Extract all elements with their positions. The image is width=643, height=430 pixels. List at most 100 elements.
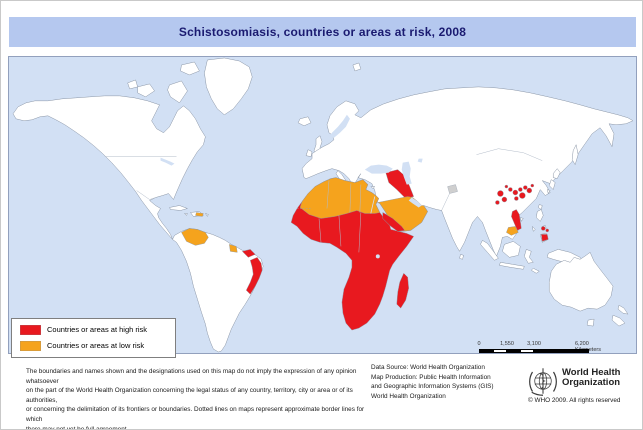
china-high-risk bbox=[519, 192, 526, 199]
world-map-svg bbox=[10, 57, 635, 353]
iceland bbox=[297, 116, 312, 127]
disputed-territory bbox=[447, 184, 458, 194]
legend-item-high-risk: Countries or areas at high risk bbox=[20, 324, 147, 335]
arctic-island bbox=[137, 83, 155, 98]
high-risk-swatch bbox=[20, 324, 41, 335]
china-high-risk bbox=[523, 185, 528, 190]
china-high-risk bbox=[514, 196, 519, 201]
suriname-low-risk bbox=[229, 244, 238, 253]
china-high-risk bbox=[526, 187, 532, 194]
black-sea bbox=[364, 164, 393, 174]
puerto-rico bbox=[204, 213, 209, 217]
china-high-risk bbox=[508, 187, 513, 192]
scale-tick-0: 0 bbox=[477, 341, 481, 347]
china-high-risk bbox=[504, 184, 509, 189]
africa-border bbox=[358, 212, 362, 253]
boundary-disclaimer: The boundaries and names shown and the d… bbox=[26, 368, 365, 430]
nile-river bbox=[370, 196, 376, 214]
baltic-sea bbox=[328, 114, 350, 138]
scale-tick-3100: 3,100 bbox=[527, 341, 541, 347]
mindanao-high-risk bbox=[541, 234, 549, 242]
greenland bbox=[204, 57, 253, 116]
sumatra bbox=[480, 240, 499, 261]
low-risk-regions bbox=[181, 177, 519, 253]
africa-border bbox=[338, 215, 342, 247]
japan bbox=[552, 168, 561, 179]
brazil-north-high-risk bbox=[241, 249, 256, 258]
great-lakes bbox=[160, 157, 175, 166]
china-high-risk bbox=[530, 183, 534, 188]
jamaica bbox=[183, 213, 188, 216]
mongolia-border bbox=[476, 148, 543, 161]
legend-label-high-risk: Countries or areas at high risk bbox=[47, 325, 148, 334]
landmasses bbox=[12, 57, 634, 353]
timor bbox=[530, 267, 540, 274]
who-emblem-icon bbox=[529, 368, 557, 396]
philippines-high-risk bbox=[541, 226, 546, 231]
who-logo-text: World Health Organization bbox=[562, 367, 621, 389]
india-pakistan-border bbox=[441, 193, 450, 211]
arctic-island bbox=[180, 61, 200, 76]
page-title: Schistosomiasis, countries or areas at r… bbox=[178, 25, 467, 39]
world-map bbox=[8, 56, 637, 354]
brazil-coast-high-risk bbox=[246, 257, 263, 295]
luzon bbox=[536, 209, 544, 222]
africa-border bbox=[318, 218, 322, 243]
legend-item-low-risk: Countries or areas at low risk bbox=[20, 340, 144, 351]
sulawesi bbox=[524, 249, 534, 264]
java bbox=[499, 262, 525, 270]
dominican-republic-low-risk bbox=[195, 212, 204, 217]
country-borders bbox=[104, 148, 543, 253]
japan bbox=[548, 179, 556, 191]
us-mexico-border bbox=[136, 190, 156, 200]
inland-waters bbox=[156, 108, 423, 259]
arctic-island bbox=[167, 80, 188, 104]
north-america bbox=[12, 95, 206, 240]
aral-sea bbox=[417, 158, 423, 163]
scale-segment bbox=[493, 349, 507, 353]
cuba bbox=[169, 205, 189, 211]
title-banner: Schistosomiasis, countries or areas at r… bbox=[9, 17, 636, 47]
persian-gulf bbox=[408, 197, 422, 208]
china-high-risk bbox=[518, 187, 523, 192]
sakhalin bbox=[571, 143, 579, 166]
laos-mekong-high-risk bbox=[511, 209, 522, 231]
svalbard bbox=[352, 62, 362, 72]
sri-lanka bbox=[459, 254, 464, 260]
ireland bbox=[305, 149, 313, 157]
africa-border bbox=[349, 183, 352, 213]
copyright-note: © WHO 2009. All rights reserved bbox=[528, 397, 621, 404]
cambodia-low-risk bbox=[506, 226, 519, 236]
new-zealand bbox=[611, 314, 626, 327]
hainan bbox=[519, 217, 524, 223]
japan bbox=[546, 189, 551, 195]
new-zealand bbox=[617, 304, 629, 315]
palawan bbox=[531, 225, 536, 232]
china-high-risk bbox=[501, 196, 508, 203]
philippines-high-risk bbox=[545, 228, 549, 233]
legend-label-low-risk: Countries or areas at low risk bbox=[47, 341, 145, 350]
yemen-high-risk bbox=[382, 212, 406, 232]
africa-border bbox=[326, 180, 330, 209]
south-america bbox=[172, 228, 264, 353]
iraq-high-risk bbox=[385, 169, 414, 199]
scale-tick-1550: 1,550 bbox=[500, 341, 514, 347]
scale-segment bbox=[534, 349, 589, 353]
low-risk-swatch bbox=[20, 340, 41, 351]
lake-victoria bbox=[375, 254, 380, 259]
africa-border bbox=[359, 184, 362, 213]
australia bbox=[548, 251, 614, 312]
madagascar-high-risk bbox=[396, 272, 409, 309]
tasmania bbox=[586, 318, 595, 327]
venezuela-low-risk bbox=[181, 228, 209, 246]
cyprus bbox=[370, 186, 376, 189]
scale-segment bbox=[520, 349, 534, 353]
china-high-risk bbox=[495, 200, 500, 205]
data-source-note: Data Source: World Health Organization M… bbox=[371, 364, 494, 400]
china-high-risk bbox=[497, 190, 504, 197]
scale-segment bbox=[507, 349, 520, 353]
borneo bbox=[502, 241, 521, 258]
map-legend: Countries or areas at high risk Countrie… bbox=[11, 318, 176, 358]
scale-segment bbox=[479, 349, 493, 353]
